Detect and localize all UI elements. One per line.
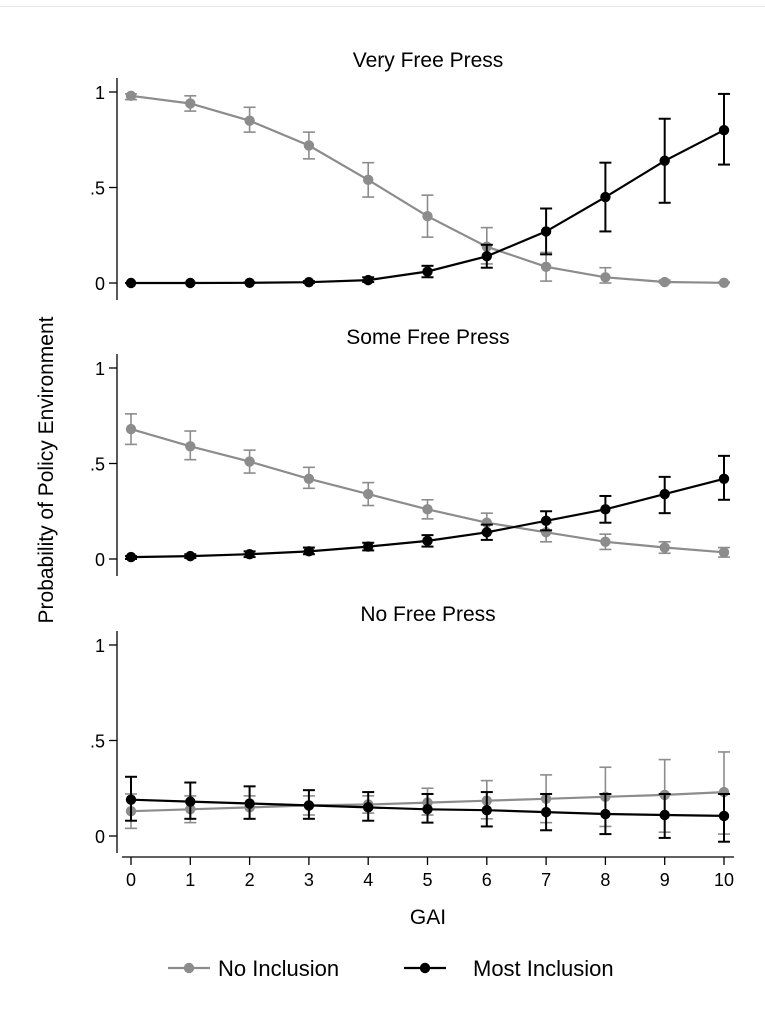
panel-1-series-no-inclusion-point-8 [600,272,611,283]
panel-3-title: No Free Press [360,603,495,626]
top-divider [0,6,765,7]
panel-3-series-most-inclusion-point-7 [540,806,552,818]
x-tick-label-8: 8 [600,870,610,890]
panel-3-y-tick-label-2: 1 [95,636,105,656]
panel-1-series-most-inclusion-point-5 [422,266,433,277]
panel-2-series-no-inclusion-point-0 [125,423,137,435]
panel-2-series-no-inclusion-point-9 [659,542,670,553]
panel-1-series-most-inclusion-point-6 [481,251,492,262]
panel-2-y-tick-label-0: 0 [95,550,105,570]
panel-1-y-tick-label-1: .5 [90,179,105,199]
panel-2-series-no-inclusion-point-3 [303,473,315,484]
panel-3-y-tick-label-1: .5 [90,732,105,752]
panel-3-series-most-inclusion-point-4 [363,802,374,813]
y-axis-title: Probability of Policy Environment [35,316,58,623]
panel-3-series-most-inclusion-point-2 [244,798,255,809]
panel-1-series-most-inclusion-point-3 [303,277,315,288]
panel-3-series-most-inclusion-point-8 [600,808,611,820]
panel-1-series-no-inclusion-point-5 [422,210,433,222]
panel-2-series-no-inclusion-line [130,428,725,554]
panel-2-series-no-inclusion-point-5 [422,504,433,515]
panel-1-series-no-inclusion-point-7 [540,261,552,272]
x-tick-label-9: 9 [660,870,670,890]
panel-1-series-no-inclusion-point-4 [363,174,374,186]
panel-2-y-tick-label-1: .5 [90,455,105,475]
panel-2-y-tick-label-2: 1 [95,359,105,379]
panel-3-series-most-inclusion-point-1 [185,796,196,807]
panel-2-series-most-inclusion-point-10 [718,473,730,484]
panel-3-y-tick-label-0: 0 [95,827,105,847]
x-tick-label-7: 7 [541,870,551,890]
panel-2-series-most-inclusion-point-8 [600,504,611,515]
panel-1-y-tick-label-0: 0 [95,274,105,294]
panel-1-series-most-inclusion-point-10 [718,125,730,136]
panel-3-series-most-inclusion-point-0 [125,794,137,805]
x-tick-label-10: 10 [714,870,734,890]
panel-1-series-most-inclusion-point-4 [363,274,374,286]
panel-1-series-no-inclusion-line [130,94,725,284]
panel-2-series-no-inclusion-point-1 [185,441,196,452]
panel-2-series-most-inclusion-point-0 [125,551,137,563]
x-axis-title: GAI [410,906,446,929]
panel-1-y-tick-label-2: 1 [95,83,105,103]
panel-1-series-most-inclusion-point-7 [540,226,552,237]
panel-2-series-most-inclusion-point-6 [481,527,492,538]
panel-3-series-most-inclusion-point-5 [422,804,433,815]
panel-1-series-no-inclusion-point-0 [125,90,137,102]
panel-2-series-most-inclusion-point-3 [303,546,315,557]
panel-2-series-no-inclusion-point-8 [600,536,611,548]
panel-1-series-most-inclusion-point-9 [659,155,670,166]
panel-3-series-most-inclusion-point-3 [303,800,315,811]
panel-2-series-no-inclusion-point-10 [718,547,730,558]
x-tick-label-0: 0 [126,870,136,890]
panel-1-series-most-inclusion-point-0 [125,277,137,289]
panel-3-series-most-inclusion-point-10 [718,810,730,822]
legend-no-inclusion-label: No Inclusion [218,956,339,981]
x-tick-label-3: 3 [304,870,314,890]
legend-most-inclusion-marker [419,962,431,974]
panel-1-series-most-inclusion-point-1 [185,277,196,289]
panel-3-series-most-inclusion-point-9 [659,809,670,821]
panel-2-series-most-inclusion-point-4 [363,541,374,552]
x-tick-label-6: 6 [482,870,492,890]
panel-2-title: Some Free Press [346,326,509,349]
panel-2-series-most-inclusion-point-7 [540,515,552,526]
panel-1-series-no-inclusion-point-3 [303,140,315,151]
panel-2-series-most-inclusion-point-2 [244,549,255,560]
legend-most-inclusion-label: Most Inclusion [473,956,614,981]
panel-3-series-most-inclusion-point-6 [481,805,492,816]
x-tick-label-5: 5 [422,870,432,890]
panel-2-series-most-inclusion-point-9 [659,488,670,500]
panel-1-series-no-inclusion-point-2 [244,115,255,126]
panel-2-series-no-inclusion-point-2 [244,456,255,467]
panel-1-series-no-inclusion-point-1 [185,98,196,109]
x-tick-label-4: 4 [363,870,373,890]
legend-no-inclusion-marker [183,962,195,974]
panel-1-title: Very Free Press [353,49,504,72]
panel-2-series-no-inclusion-point-4 [363,488,374,500]
panel-1-series-most-inclusion-point-8 [600,191,611,203]
panel-1-series-most-inclusion-point-2 [244,277,255,289]
panel-2-series-most-inclusion-point-1 [185,550,196,562]
panel-1-series-no-inclusion-point-10 [718,277,730,289]
panel-1-series-no-inclusion-point-9 [659,276,670,288]
x-tick-label-2: 2 [245,870,255,890]
x-tick-label-1: 1 [185,870,195,890]
panel-2-series-most-inclusion-point-5 [422,535,433,547]
